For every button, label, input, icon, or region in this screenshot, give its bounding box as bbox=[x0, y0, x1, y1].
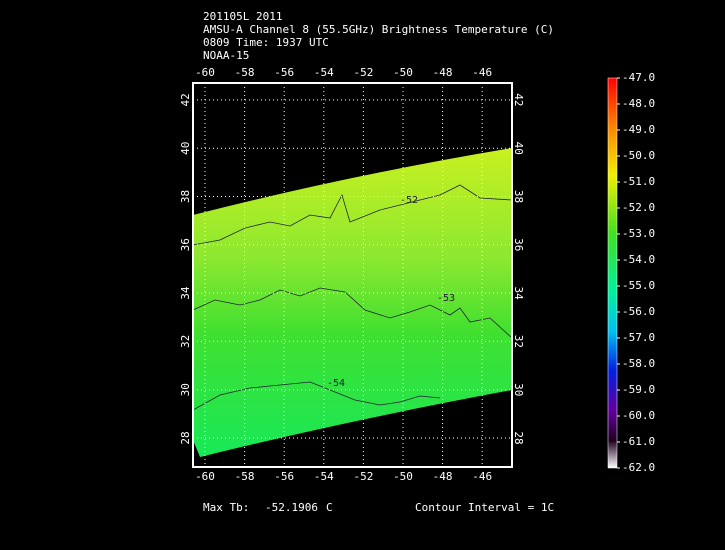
lon-label-top: -48 bbox=[433, 66, 453, 79]
colorbar-label: -47.0 bbox=[622, 71, 655, 84]
lon-label-bottom: -54 bbox=[314, 470, 334, 483]
header-line: NOAA-15 bbox=[203, 49, 249, 62]
lon-label-bottom: -46 bbox=[472, 470, 492, 483]
colorbar-label: -62.0 bbox=[622, 461, 655, 474]
colorbar-label: -58.0 bbox=[622, 357, 655, 370]
colorbar-label: -51.0 bbox=[622, 175, 655, 188]
header-line: 0809 Time: 1937 UTC bbox=[203, 36, 329, 49]
lon-label-bottom: -50 bbox=[393, 470, 413, 483]
contour-label: -54 bbox=[327, 378, 345, 389]
lon-label-bottom: -58 bbox=[235, 470, 255, 483]
footer-label: Max Tb: bbox=[203, 501, 249, 514]
lon-label-top: -54 bbox=[314, 66, 334, 79]
footer-unit: C bbox=[326, 501, 333, 514]
colorbar-label: -50.0 bbox=[622, 149, 655, 162]
lon-label-bottom: -52 bbox=[353, 470, 373, 483]
lat-label-left: 30 bbox=[179, 383, 192, 396]
lon-label-top: -46 bbox=[472, 66, 492, 79]
swath bbox=[193, 148, 512, 457]
contour-label: -52 bbox=[400, 195, 418, 206]
lat-label-left: 34 bbox=[179, 286, 192, 300]
colorbar-label: -59.0 bbox=[622, 383, 655, 396]
lat-label-right: 32 bbox=[512, 335, 525, 348]
lat-label-left: 36 bbox=[179, 238, 192, 251]
contour-label: -53 bbox=[437, 293, 455, 304]
colorbar bbox=[607, 77, 618, 469]
lon-label-top: -50 bbox=[393, 66, 413, 79]
contours bbox=[192, 184, 513, 411]
lon-label-bottom: -60 bbox=[195, 470, 215, 483]
plot-border bbox=[192, 82, 513, 468]
footer-interval: Contour Interval = 1C bbox=[415, 501, 554, 514]
lat-label-right: 40 bbox=[512, 142, 525, 155]
lat-label-right: 30 bbox=[512, 383, 525, 396]
lon-label-top: -60 bbox=[195, 66, 215, 79]
colorbar-label: -53.0 bbox=[622, 227, 655, 240]
lon-label-top: -58 bbox=[235, 66, 255, 79]
colorbar-label: -57.0 bbox=[622, 331, 655, 344]
colorbar-label: -60.0 bbox=[622, 409, 655, 422]
lon-label-top: -56 bbox=[274, 66, 294, 79]
lat-label-left: 40 bbox=[179, 142, 192, 155]
lat-label-right: 36 bbox=[512, 238, 525, 251]
lat-label-right: 34 bbox=[512, 286, 525, 300]
header-line: AMSU-A Channel 8 (55.5GHz) Brightness Te… bbox=[203, 23, 554, 36]
lat-label-left: 28 bbox=[179, 431, 192, 444]
colorbar-label: -55.0 bbox=[622, 279, 655, 292]
lat-label-left: 42 bbox=[179, 93, 192, 106]
lat-label-left: 38 bbox=[179, 190, 192, 203]
colorbar-label: -61.0 bbox=[622, 435, 655, 448]
lat-label-left: 32 bbox=[179, 335, 192, 348]
colorbar-label: -52.0 bbox=[622, 201, 655, 214]
footer-value: -52.1906 bbox=[265, 501, 318, 514]
plot-frame: -60 -60 -58 -58 -56 -56 -54 -54 -52 -52 -50 -50 -48 -… bbox=[179, 66, 525, 483]
colorbar-label: -48.0 bbox=[622, 97, 655, 110]
lon-label-top: -52 bbox=[353, 66, 373, 79]
lat-label-right: 28 bbox=[512, 431, 525, 444]
colorbar-label: -49.0 bbox=[622, 123, 655, 136]
colorbar-label: -54.0 bbox=[622, 253, 655, 266]
header-line: 201105L 2011 bbox=[203, 10, 282, 23]
lat-label-right: 38 bbox=[512, 190, 525, 203]
lon-label-bottom: -48 bbox=[433, 470, 453, 483]
lat-label-right: 42 bbox=[512, 93, 525, 106]
colorbar-label: -56.0 bbox=[622, 305, 655, 318]
lon-label-bottom: -56 bbox=[274, 470, 294, 483]
